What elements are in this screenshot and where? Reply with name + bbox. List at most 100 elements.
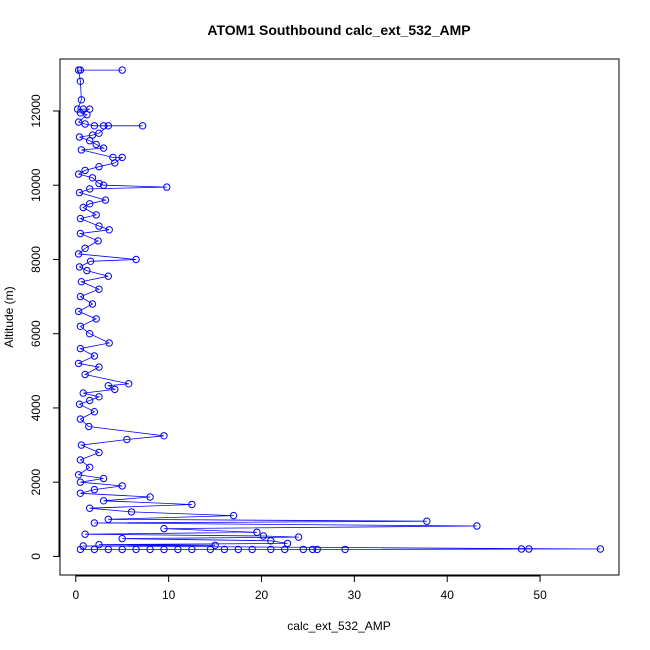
x-axis: 0 10 20 30 40 50 (72, 575, 547, 602)
y-tick-label: 2000 (29, 469, 43, 496)
x-tick-label: 10 (162, 588, 176, 602)
data-point (174, 545, 182, 554)
data-point (423, 517, 431, 525)
data-point (74, 118, 83, 126)
data-point (99, 474, 108, 483)
y-axis-label: Altitude (m) (2, 286, 16, 347)
data-point (81, 370, 89, 379)
data-point (118, 545, 126, 554)
data-point (163, 183, 171, 191)
data-point (79, 389, 87, 397)
data-point (74, 250, 83, 258)
data-point (77, 146, 86, 154)
data-point (105, 339, 113, 347)
data-point (75, 400, 84, 408)
data-point (517, 545, 526, 553)
y-tick-label: 10000 (29, 168, 43, 202)
data-point (206, 545, 215, 554)
data-point (76, 109, 85, 117)
data-point (132, 255, 140, 264)
data-point (86, 396, 94, 405)
x-tick-label: 0 (72, 588, 79, 602)
data-point (211, 541, 219, 549)
data-point (294, 533, 303, 541)
data-point (104, 515, 113, 523)
data-point (118, 153, 126, 162)
data-point (99, 181, 108, 189)
chart-title: ATOM1 Southbound calc_ext_532_AMP (207, 22, 470, 38)
data-point (125, 380, 133, 388)
data-point (94, 237, 102, 245)
y-tick-label: 8000 (29, 246, 43, 273)
data-point (234, 545, 243, 554)
data-point (95, 540, 103, 549)
data-point (99, 122, 108, 130)
data-point (76, 77, 85, 86)
data-point (118, 482, 126, 490)
data-point (88, 300, 97, 308)
data-point (267, 537, 275, 545)
data-point (95, 179, 103, 188)
data-point (92, 211, 100, 219)
data-point (86, 463, 94, 471)
data-point (188, 500, 196, 509)
data-point (77, 96, 86, 104)
data-point (86, 200, 94, 208)
data-point (79, 203, 87, 212)
data-point (76, 344, 85, 353)
data-point (75, 133, 84, 141)
data-point (313, 545, 321, 554)
data-point (104, 122, 113, 130)
data-point (76, 489, 85, 497)
y-tick-label: 6000 (29, 320, 43, 347)
data-point (86, 185, 94, 193)
plot-frame (59, 58, 620, 576)
data-point (525, 545, 533, 553)
data-point (74, 471, 83, 479)
data-point (95, 222, 103, 230)
data-point (281, 545, 289, 554)
data-point (76, 545, 85, 554)
plot-area (73, 66, 605, 554)
data-point (90, 519, 99, 527)
data-point (138, 122, 147, 130)
data-point (92, 315, 100, 323)
data-point (83, 111, 91, 119)
data-point (99, 144, 108, 152)
data-point (77, 278, 86, 286)
data-point (81, 120, 89, 128)
data-point (341, 545, 349, 554)
data-point (75, 188, 84, 197)
data-point (104, 382, 113, 390)
data-point (90, 408, 99, 416)
data-point (95, 129, 103, 137)
data-point (81, 530, 89, 538)
data-point (146, 493, 154, 501)
data-point (132, 545, 140, 554)
data-point (188, 545, 196, 554)
data-point (101, 196, 110, 204)
x-tick-label: 40 (441, 588, 455, 602)
data-point (95, 363, 103, 371)
data-point (86, 257, 95, 265)
data-point (99, 497, 108, 505)
data-point (76, 292, 85, 301)
data-point (253, 528, 261, 536)
data-point (111, 159, 119, 167)
data-point (160, 432, 168, 440)
data-point (83, 266, 91, 275)
data-point (86, 137, 94, 145)
data-point (81, 244, 89, 253)
data-point (74, 66, 83, 74)
data-point (259, 532, 268, 540)
data-point (90, 352, 99, 360)
data-point (160, 545, 168, 554)
data-point (596, 545, 605, 553)
data-point (86, 330, 94, 338)
data-point (146, 545, 154, 554)
x-tick-label: 50 (533, 588, 547, 602)
data-point (105, 226, 113, 234)
x-axis-label: calc_ext_532_AMP (287, 619, 390, 633)
data-point (88, 174, 97, 182)
data-point (76, 456, 85, 464)
